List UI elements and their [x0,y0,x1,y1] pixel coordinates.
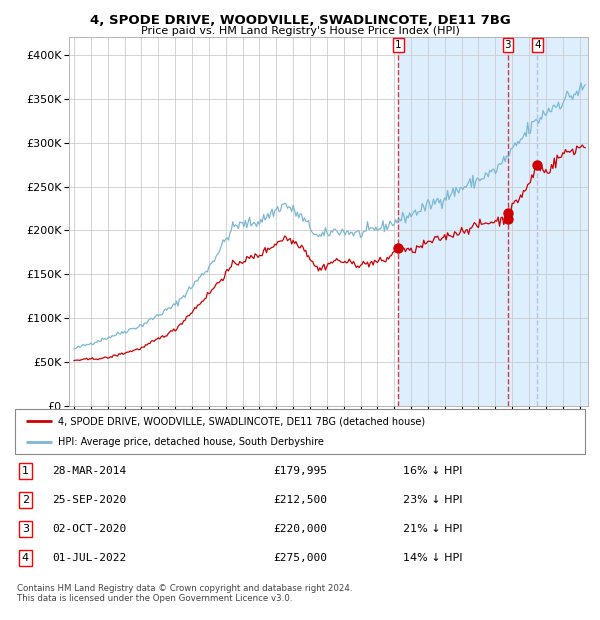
Text: £212,500: £212,500 [273,495,327,505]
Text: Contains HM Land Registry data © Crown copyright and database right 2024.
This d: Contains HM Land Registry data © Crown c… [17,584,352,603]
Text: 23% ↓ HPI: 23% ↓ HPI [403,495,462,505]
Text: 3: 3 [505,40,511,50]
Text: 02-OCT-2020: 02-OCT-2020 [52,524,126,534]
Text: £179,995: £179,995 [273,466,327,476]
Text: 21% ↓ HPI: 21% ↓ HPI [403,524,462,534]
Text: 4, SPODE DRIVE, WOODVILLE, SWADLINCOTE, DE11 7BG: 4, SPODE DRIVE, WOODVILLE, SWADLINCOTE, … [89,14,511,27]
Text: 25-SEP-2020: 25-SEP-2020 [52,495,126,505]
Bar [398,37,600,406]
Text: 14% ↓ HPI: 14% ↓ HPI [403,553,462,563]
Text: 16% ↓ HPI: 16% ↓ HPI [403,466,462,476]
Text: 4: 4 [534,40,541,50]
Text: 1: 1 [395,40,401,50]
Text: 28-MAR-2014: 28-MAR-2014 [52,466,126,476]
Text: 4, SPODE DRIVE, WOODVILLE, SWADLINCOTE, DE11 7BG (detached house): 4, SPODE DRIVE, WOODVILLE, SWADLINCOTE, … [58,416,425,427]
Text: HPI: Average price, detached house, South Derbyshire: HPI: Average price, detached house, Sout… [58,436,323,447]
Text: 4: 4 [22,553,29,563]
Text: £275,000: £275,000 [273,553,327,563]
Text: 01-JUL-2022: 01-JUL-2022 [52,553,126,563]
Text: 1: 1 [22,466,29,476]
Text: Price paid vs. HM Land Registry's House Price Index (HPI): Price paid vs. HM Land Registry's House … [140,26,460,36]
Text: £220,000: £220,000 [273,524,327,534]
Text: 2: 2 [22,495,29,505]
Text: 3: 3 [22,524,29,534]
